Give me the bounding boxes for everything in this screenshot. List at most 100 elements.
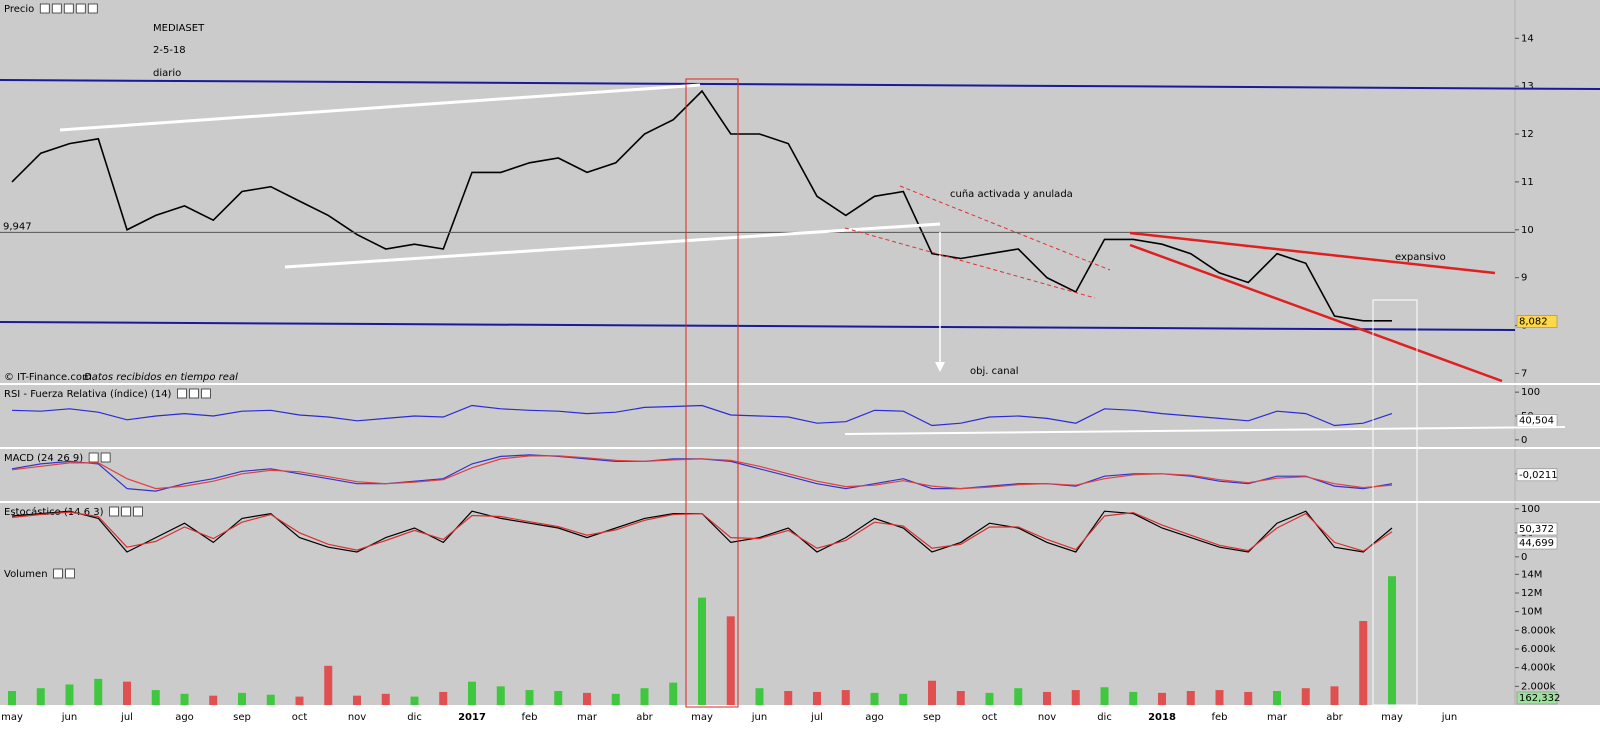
- volume-bar: [813, 691, 821, 705]
- y-tick-label: 10: [1521, 225, 1534, 236]
- x-tick-label: may: [1, 712, 23, 723]
- x-tick-label: feb: [521, 712, 537, 723]
- x-tick-label: ago: [175, 712, 194, 723]
- x-tick-label: abr: [1326, 712, 1343, 723]
- volume-bar: [8, 691, 16, 705]
- wedge-line: [1129, 231, 1496, 275]
- volume-bar: [1244, 691, 1253, 705]
- last-value-label: 40,504: [1519, 416, 1554, 427]
- volume-bar: [1301, 688, 1310, 705]
- volume-bar: [870, 692, 879, 705]
- last-value-label: 50,372: [1519, 524, 1554, 535]
- volume-bar: [554, 691, 563, 705]
- panel-icon: [100, 452, 111, 463]
- source: © IT-Finance.com: [4, 372, 92, 383]
- volume-bar: [1100, 687, 1109, 705]
- last-value-box: [1516, 315, 1558, 328]
- channel-line: [0, 321, 1516, 331]
- volume-bar: [353, 695, 361, 705]
- x-tick-label: ago: [865, 712, 884, 723]
- panel-icon: [109, 506, 119, 517]
- panel-icon: [87, 3, 98, 14]
- last-value-box: [1516, 468, 1558, 482]
- volume-bar: [755, 688, 764, 705]
- volume-bar: [985, 692, 994, 705]
- volume-bar: [123, 681, 131, 705]
- volume-bar: [151, 690, 160, 705]
- panel-icon: [53, 568, 63, 579]
- x-tick-label: oct: [292, 712, 308, 723]
- annotation: 2-5-18: [153, 45, 186, 56]
- volume-bar: [640, 688, 649, 705]
- panel-icon: [65, 568, 75, 579]
- panel-icon: [75, 3, 86, 14]
- annotation: cuña activada y anulada: [950, 189, 1073, 200]
- y-tick-label: 2.000k: [1521, 681, 1556, 692]
- panel-icon: [133, 506, 143, 517]
- last-value-label: 44,699: [1519, 538, 1554, 549]
- x-tick-label: nov: [348, 712, 366, 723]
- x-tick-label: 2017: [458, 712, 486, 723]
- y-tick-label: 12M: [1521, 588, 1542, 599]
- volume-bar: [1043, 691, 1051, 705]
- volume-bar: [1158, 692, 1166, 705]
- volume-bar: [726, 616, 735, 705]
- volume-bar: [899, 693, 908, 705]
- panel-title: MACD (24 26 9): [4, 453, 83, 464]
- volume-bar: [1388, 576, 1396, 705]
- volume-bar: [410, 696, 419, 705]
- x-tick-label: jun: [1441, 712, 1457, 723]
- volume-bar: [928, 680, 936, 705]
- panel-icon: [63, 3, 74, 14]
- x-tick-label: sep: [233, 712, 251, 723]
- volume-bar: [1071, 690, 1080, 705]
- volume-bar: [209, 695, 218, 705]
- x-tick-label: abr: [636, 712, 653, 723]
- volume-bar: [1359, 621, 1368, 705]
- x-tick-label: may: [1381, 712, 1403, 723]
- y-tick-label: 9: [1521, 273, 1527, 284]
- y-tick-label: 14: [1521, 33, 1534, 44]
- series-line: [11, 455, 1393, 490]
- x-tick-label: nov: [1038, 712, 1056, 723]
- y-tick-label: 0: [1521, 435, 1527, 446]
- x-tick-label: mar: [1267, 712, 1288, 723]
- volume-bar: [525, 690, 534, 705]
- y-tick-label: 0: [1521, 552, 1527, 563]
- y-tick-label: 7: [1521, 368, 1527, 379]
- y-tick-label: 4.000k: [1521, 663, 1556, 674]
- panel-background: [0, 449, 1600, 501]
- trend-line: [284, 222, 941, 269]
- volume-bar: [698, 597, 706, 705]
- annotation: diario: [153, 68, 181, 79]
- y-tick-label: 100: [1521, 387, 1540, 398]
- volume-bar: [784, 691, 793, 705]
- volume-bar: [94, 678, 103, 705]
- panel-icon: [51, 3, 62, 14]
- y-tick-label: 14M: [1521, 569, 1542, 580]
- volume-bar: [381, 693, 390, 705]
- annotation: obj. canal: [970, 366, 1018, 377]
- x-tick-label: jun: [751, 712, 767, 723]
- x-axis-background: [0, 707, 1600, 739]
- volume-bar: [956, 691, 965, 705]
- y-tick-label: 6.000k: [1521, 644, 1556, 655]
- volume-bar: [180, 693, 189, 705]
- volume-bar: [1215, 690, 1224, 705]
- y-tick-label: 12: [1521, 129, 1534, 140]
- volume-bar: [1129, 691, 1138, 705]
- last-value-label: 162,332: [1519, 693, 1560, 704]
- series-line: [11, 511, 1393, 552]
- x-tick-label: jul: [120, 712, 133, 723]
- rsi-trend-line: [844, 426, 1566, 435]
- last-value-label: -0,0211: [1519, 470, 1558, 481]
- last-value-label: 8,082: [1519, 317, 1548, 328]
- panel-background: [0, 385, 1600, 447]
- volume-bar: [583, 692, 591, 705]
- x-tick-label: jul: [810, 712, 823, 723]
- volume-bar: [439, 691, 448, 705]
- x-tick-label: sep: [923, 712, 941, 723]
